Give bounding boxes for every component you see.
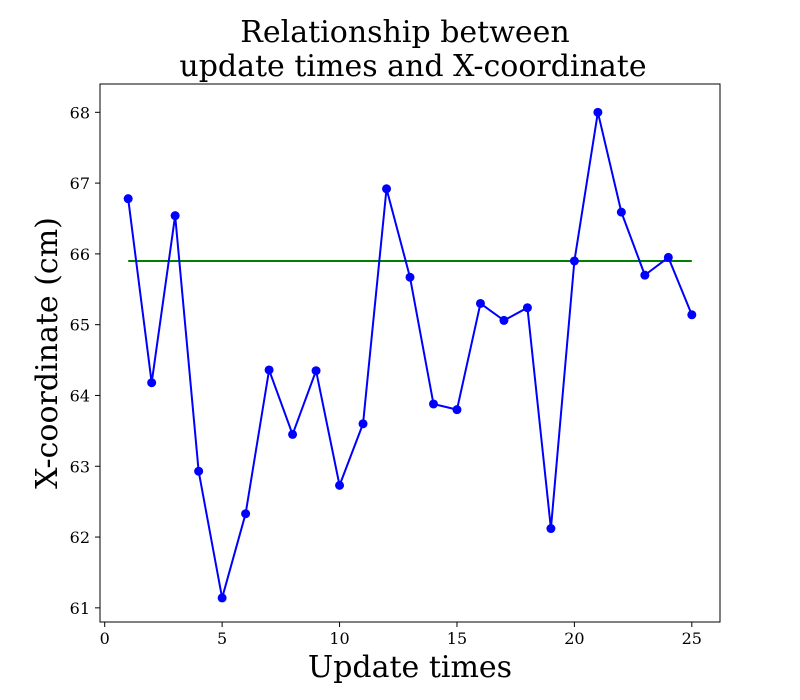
y-tick-label: 62 [70, 528, 90, 547]
x-tick-label: 20 [564, 629, 584, 648]
data-point [311, 366, 321, 376]
data-point [123, 194, 133, 204]
y-tick-label: 61 [70, 599, 90, 618]
data-point [593, 107, 603, 117]
chart-title-line-2: update times and X-coordinate [179, 49, 646, 84]
data-point [147, 378, 157, 388]
y-tick-label: 64 [70, 386, 90, 405]
data-point [382, 184, 392, 194]
chart-title-line-1: Relationship between [240, 15, 569, 50]
data-point [358, 419, 368, 429]
data-point [687, 310, 697, 320]
data-point [428, 399, 438, 409]
data-point [499, 315, 509, 325]
data-point [616, 207, 626, 217]
x-axis-label: Update times [308, 650, 512, 685]
data-point [663, 252, 673, 262]
data-point [522, 303, 532, 313]
data-point [194, 466, 204, 476]
y-tick-label: 68 [70, 103, 90, 122]
y-axis-label: X-coordinate (cm) [30, 217, 65, 489]
y-tick-label: 66 [70, 245, 90, 264]
data-point [640, 270, 650, 280]
data-point [264, 365, 274, 375]
series-layer [123, 107, 697, 603]
y-tick-label: 67 [70, 174, 90, 193]
y-axis: 61 62 63 64 65 66 67 68 [70, 103, 100, 618]
y-tick-label: 65 [70, 316, 90, 335]
data-point [569, 256, 579, 266]
x-tick-label: 0 [100, 629, 110, 648]
data-point [405, 272, 415, 282]
x-tick-label: 25 [682, 629, 702, 648]
x-axis: 0 5 10 15 20 25 [100, 622, 702, 648]
data-point [452, 405, 462, 415]
series-line [127, 111, 693, 599]
y-tick-label: 63 [70, 457, 90, 476]
data-point [217, 593, 227, 603]
data-point [335, 480, 345, 490]
data-point [241, 509, 251, 519]
data-point [546, 524, 556, 534]
x-tick-label: 10 [329, 629, 349, 648]
plot-area [99, 83, 721, 623]
data-point [170, 211, 180, 221]
data-point [475, 298, 485, 308]
x-tick-label: 15 [447, 629, 467, 648]
x-tick-label: 5 [217, 629, 227, 648]
data-point [288, 429, 298, 439]
